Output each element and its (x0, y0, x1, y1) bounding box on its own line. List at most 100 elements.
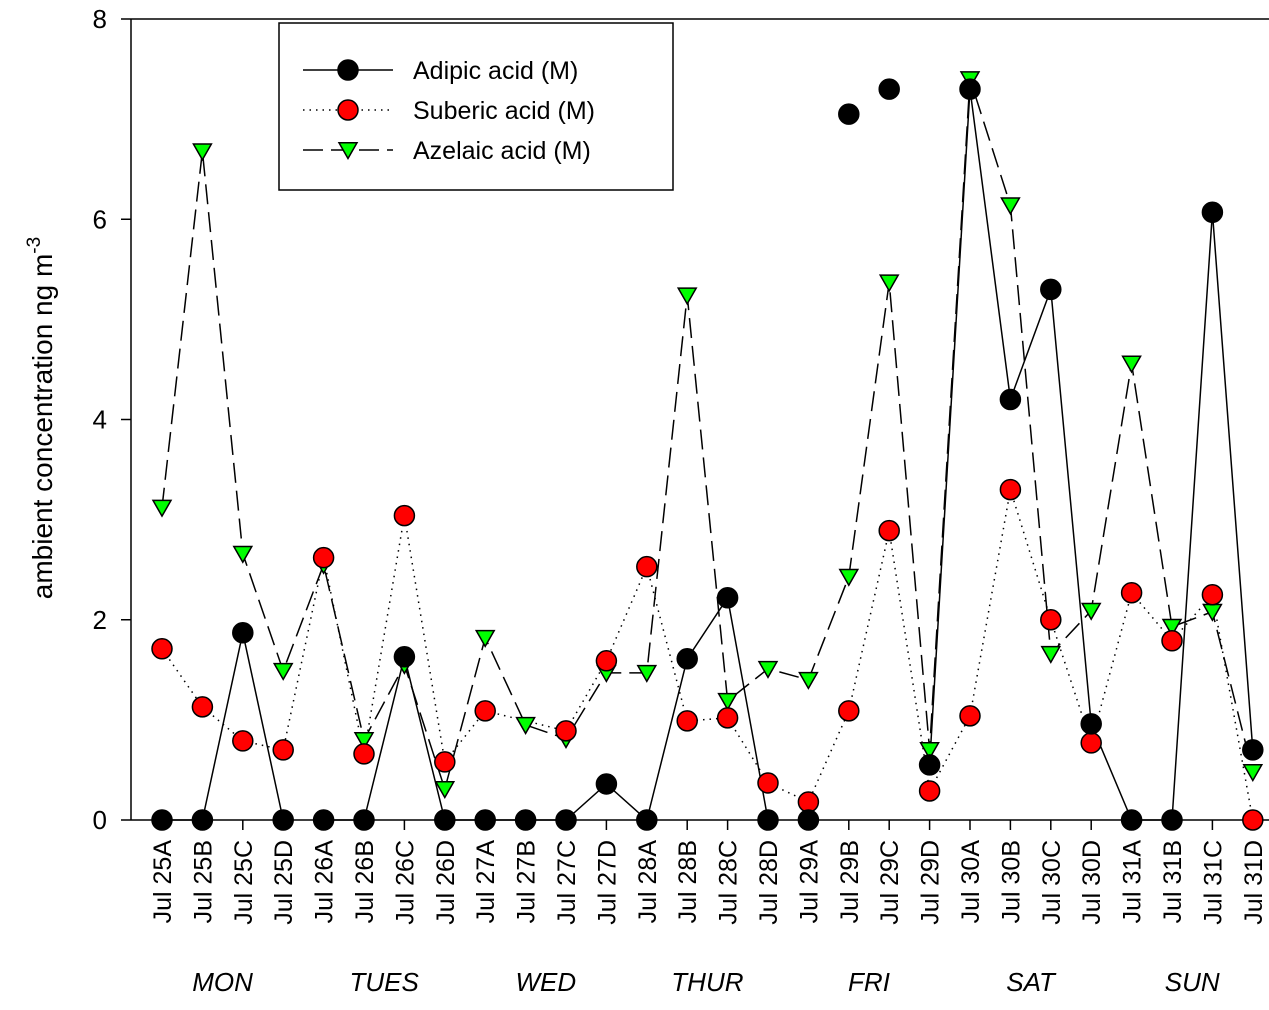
data-point (272, 662, 294, 681)
x-tick-label: Jul 29B (836, 840, 864, 923)
data-point (515, 716, 536, 735)
series-markers (151, 78, 1264, 831)
data-point (757, 660, 779, 679)
x-tick-label: Jul 31C (1199, 840, 1227, 925)
series-line-group (161, 489, 1254, 821)
data-point (1000, 197, 1021, 216)
x-tick-label: Jul 28B (674, 840, 702, 923)
data-point (636, 555, 658, 578)
x-tick-label: Jul 27C (553, 840, 581, 925)
data-point (191, 696, 214, 718)
data-point (636, 809, 658, 831)
data-point (999, 478, 1022, 501)
x-tick-label: Jul 31B (1159, 840, 1187, 923)
data-point (1080, 602, 1102, 621)
data-point (312, 546, 335, 569)
data-point (232, 730, 254, 752)
series-line (323, 595, 769, 822)
data-point (1242, 763, 1264, 783)
data-point (474, 809, 496, 831)
y-tick-label: 4 (93, 405, 107, 435)
x-tick-label: Jul 25C (230, 840, 258, 925)
data-point (676, 648, 698, 670)
day-label: MON (192, 967, 253, 997)
data-point (1080, 713, 1102, 735)
data-point (757, 772, 779, 794)
data-point (232, 622, 254, 644)
data-point (393, 504, 416, 527)
data-point (878, 274, 900, 293)
data-point (151, 638, 173, 660)
data-point (1040, 609, 1062, 631)
data-point (918, 754, 941, 776)
series-markers (151, 478, 1264, 831)
data-point (151, 809, 173, 831)
data-point (1242, 809, 1264, 831)
data-point (434, 809, 456, 831)
day-label: TUES (350, 967, 420, 997)
series-line-group (161, 78, 1254, 792)
x-tick-label: Jul 30D (1078, 840, 1106, 925)
y-tick-label: 6 (93, 204, 107, 234)
y-axis-title-superscript: -3 (24, 237, 45, 254)
data-point (1161, 809, 1183, 831)
x-tick-label: Jul 26C (391, 840, 419, 925)
data-point (232, 545, 254, 564)
x-tick-label: Jul 25B (189, 840, 217, 923)
data-point (676, 710, 698, 732)
data-point (393, 646, 416, 668)
x-tick-label: Jul 31D (1240, 840, 1268, 925)
data-point (272, 739, 294, 761)
data-point (474, 629, 496, 648)
data-point (716, 586, 739, 609)
data-point (1202, 603, 1223, 622)
x-tick-label: Jul 25A (149, 840, 177, 924)
data-point (918, 780, 941, 802)
x-tick-label: Jul 29D (917, 840, 945, 925)
data-point (878, 519, 900, 542)
series-line (161, 78, 1254, 792)
data-point (434, 781, 456, 800)
day-label: SUN (1165, 967, 1220, 997)
data-point (636, 664, 658, 683)
data-point (1120, 809, 1143, 831)
data-point (1161, 630, 1183, 652)
x-tick-label: Jul 29A (795, 840, 823, 924)
data-point (838, 103, 860, 125)
legend-label: Adipic acid (M) (413, 57, 578, 85)
day-label: THUR (671, 967, 743, 997)
data-point (1120, 581, 1143, 604)
data-point (838, 700, 860, 722)
data-point (838, 568, 860, 587)
data-point (595, 773, 618, 795)
data-point (434, 751, 456, 773)
x-tick-label: Jul 30A (957, 840, 985, 924)
x-tick-label: Jul 26A (311, 840, 339, 924)
data-point (797, 791, 820, 813)
data-point (798, 671, 819, 690)
data-point (716, 707, 739, 729)
data-point (1080, 732, 1102, 754)
data-point (717, 692, 738, 711)
data-point (555, 809, 577, 831)
data-point (191, 809, 214, 831)
data-point (353, 809, 375, 831)
data-point (555, 720, 577, 742)
data-point (312, 809, 335, 831)
data-point (919, 741, 940, 760)
x-tick-label: Jul 28A (634, 840, 662, 924)
x-tick-label: Jul 28D (755, 840, 783, 925)
data-point (1161, 618, 1183, 637)
data-point (959, 705, 981, 727)
x-tick-label: Jul 25D (270, 840, 298, 925)
data-point (595, 650, 618, 672)
data-point (676, 287, 698, 306)
axes: 0 2 4 6 8 Jul 25A Jul 25B Jul 25C Jul 25D Jul 26A… (93, 4, 1269, 997)
data-point (337, 99, 359, 121)
data-point (192, 143, 213, 162)
series-layer (151, 71, 1264, 831)
x-tick-label: Jul 30B (997, 840, 1025, 923)
x-tick-label: Jul 27B (513, 840, 541, 923)
